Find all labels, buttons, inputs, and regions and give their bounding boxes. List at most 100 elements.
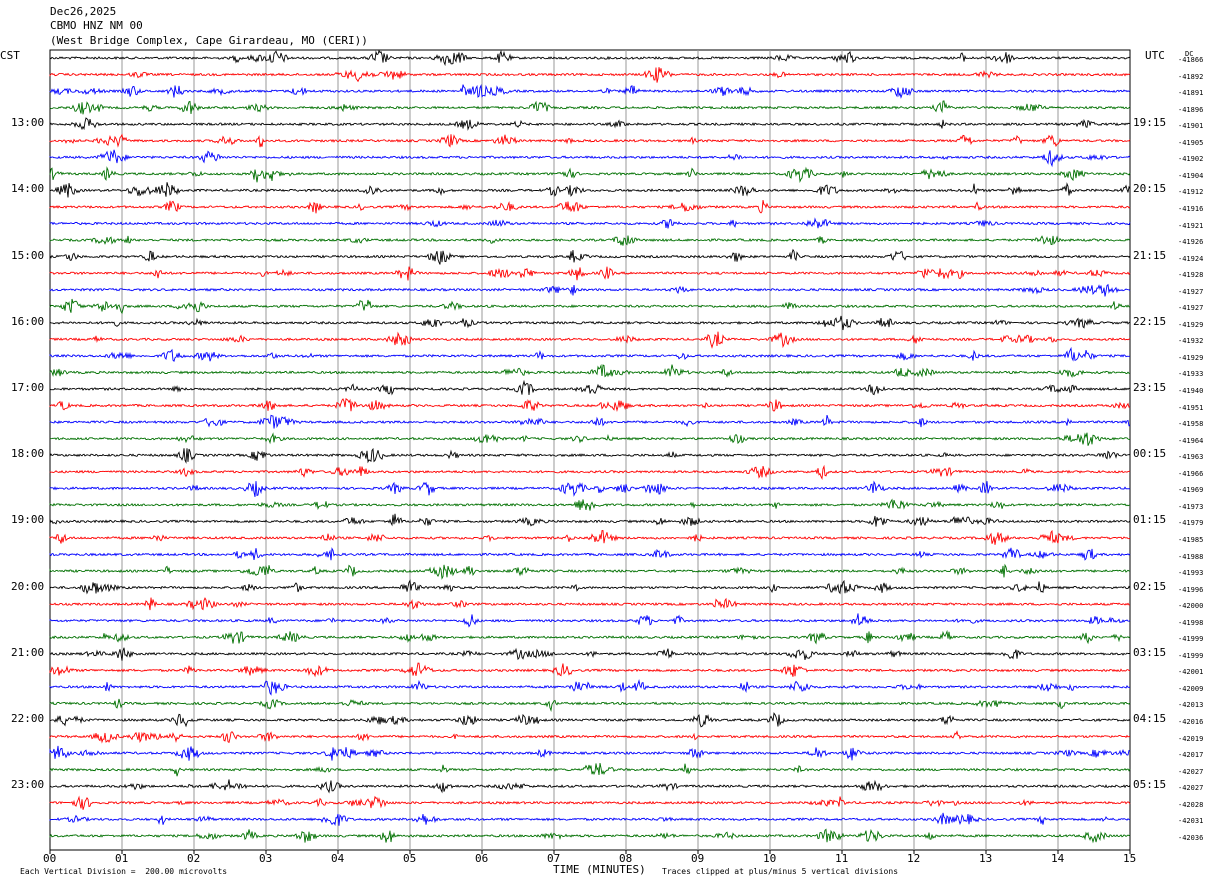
seismic-trace [50, 779, 1130, 792]
dc-offset-label: -41932 [1178, 337, 1203, 345]
seismic-trace [50, 316, 1130, 330]
seismic-trace [50, 481, 1130, 497]
seismic-trace [50, 101, 1130, 114]
dc-offset-label: -41963 [1178, 453, 1203, 461]
x-tick-label: 15 [1123, 853, 1136, 865]
dc-offset-label: -42017 [1178, 751, 1203, 759]
seismic-trace [50, 134, 1130, 147]
dc-offset-label: -41924 [1178, 255, 1203, 263]
dc-offset-label: -41999 [1178, 635, 1203, 643]
dc-offset-label: -41985 [1178, 536, 1203, 544]
seismic-trace [50, 67, 1130, 82]
seismic-trace [50, 514, 1130, 527]
cst-hour-label: 19:00 [11, 514, 44, 526]
dc-offset-label: -41999 [1178, 652, 1203, 660]
seismic-trace [50, 399, 1130, 411]
seismic-trace [50, 285, 1130, 297]
utc-hour-label: 05:15 [1133, 779, 1166, 791]
seismic-trace [50, 200, 1130, 213]
seismic-trace [50, 365, 1130, 377]
clip-note: Traces clipped at plus/minus 5 vertical … [662, 867, 898, 876]
dc-offset-label: -42036 [1178, 834, 1203, 842]
x-tick-label: 01 [115, 853, 128, 865]
dc-offset-label: -41988 [1178, 553, 1203, 561]
dc-offset-label: -41921 [1178, 222, 1203, 230]
seismic-trace [50, 118, 1130, 129]
scale-note: Each Vertical Division = 200.00 microvol… [20, 867, 227, 876]
dc-offset-label: -41964 [1178, 437, 1203, 445]
dc-offset-label: -41926 [1178, 238, 1203, 246]
x-tick-label: 00 [43, 853, 56, 865]
x-tick-label: 04 [331, 853, 344, 865]
utc-hour-label: 20:15 [1133, 183, 1166, 195]
seismic-trace [50, 499, 1130, 510]
seismic-trace [50, 348, 1130, 361]
dc-offset-label: -41993 [1178, 569, 1203, 577]
dc-offset-label: -41996 [1178, 586, 1203, 594]
seismic-trace [50, 581, 1130, 594]
dc-offset-label: -42013 [1178, 701, 1203, 709]
x-tick-label: 06 [475, 853, 488, 865]
dc-offset-label: -41927 [1178, 304, 1203, 312]
dc-offset-label: -41928 [1178, 271, 1203, 279]
seismic-trace [50, 681, 1130, 695]
dc-offset-label: -41905 [1178, 139, 1203, 147]
x-tick-label: 02 [187, 853, 200, 865]
x-axis-label: TIME (MINUTES) [553, 864, 646, 876]
x-tick-label: 13 [979, 853, 992, 865]
seismic-trace [50, 448, 1130, 462]
dc-offset-label: -41929 [1178, 354, 1203, 362]
seismic-trace [50, 797, 1130, 810]
dc-offset-label: -41933 [1178, 370, 1203, 378]
seismic-trace [50, 150, 1130, 166]
seismic-trace [50, 415, 1130, 428]
dc-offset-label: -41951 [1178, 404, 1203, 412]
utc-hour-label: 04:15 [1133, 713, 1166, 725]
dc-offset-label: -42028 [1178, 801, 1203, 809]
seismic-trace [50, 732, 1130, 743]
cst-hour-label: 23:00 [11, 779, 44, 791]
cst-hour-label: 14:00 [11, 183, 44, 195]
utc-hour-label: 03:15 [1133, 647, 1166, 659]
dc-offset-label: -41892 [1178, 73, 1203, 81]
dc-offset-label: -41912 [1178, 188, 1203, 196]
seismic-trace [50, 829, 1130, 842]
cst-hour-label: 22:00 [11, 713, 44, 725]
dc-offset-label: -41929 [1178, 321, 1203, 329]
cst-hour-label: 18:00 [11, 448, 44, 460]
dc-offset-label: -42001 [1178, 668, 1203, 676]
dc-offset-label: -41966 [1178, 470, 1203, 478]
seismic-trace [50, 466, 1130, 478]
utc-hour-label: 02:15 [1133, 581, 1166, 593]
dc-offset-label: -42027 [1178, 784, 1203, 792]
dc-offset-label: -42009 [1178, 685, 1203, 693]
dc-offset-label: -41940 [1178, 387, 1203, 395]
dc-offset-label: -41901 [1178, 122, 1203, 130]
dc-offset-label: -41891 [1178, 89, 1203, 97]
seismic-trace [50, 250, 1130, 265]
seismic-trace [50, 631, 1130, 643]
seismic-trace [50, 648, 1130, 661]
seismic-trace [50, 382, 1130, 396]
cst-hour-label: 21:00 [11, 647, 44, 659]
seismic-trace [50, 565, 1130, 579]
utc-hour-label: 01:15 [1133, 514, 1166, 526]
x-tick-label: 14 [1051, 853, 1064, 865]
cst-hour-label: 15:00 [11, 250, 44, 262]
x-tick-label: 05 [403, 853, 416, 865]
seismic-trace [50, 713, 1130, 727]
seismic-trace [50, 299, 1130, 313]
seismic-trace [50, 51, 1130, 65]
dc-offset-label: -41927 [1178, 288, 1203, 296]
seismic-trace [50, 699, 1130, 710]
x-tick-label: 10 [763, 853, 776, 865]
utc-hour-label: 19:15 [1133, 117, 1166, 129]
dc-offset-label: -41904 [1178, 172, 1203, 180]
x-tick-label: 03 [259, 853, 272, 865]
seismic-trace [50, 168, 1130, 182]
cst-hour-label: 16:00 [11, 316, 44, 328]
seismic-trace [50, 763, 1130, 776]
utc-hour-label: 00:15 [1133, 448, 1166, 460]
seismic-trace [50, 613, 1130, 626]
